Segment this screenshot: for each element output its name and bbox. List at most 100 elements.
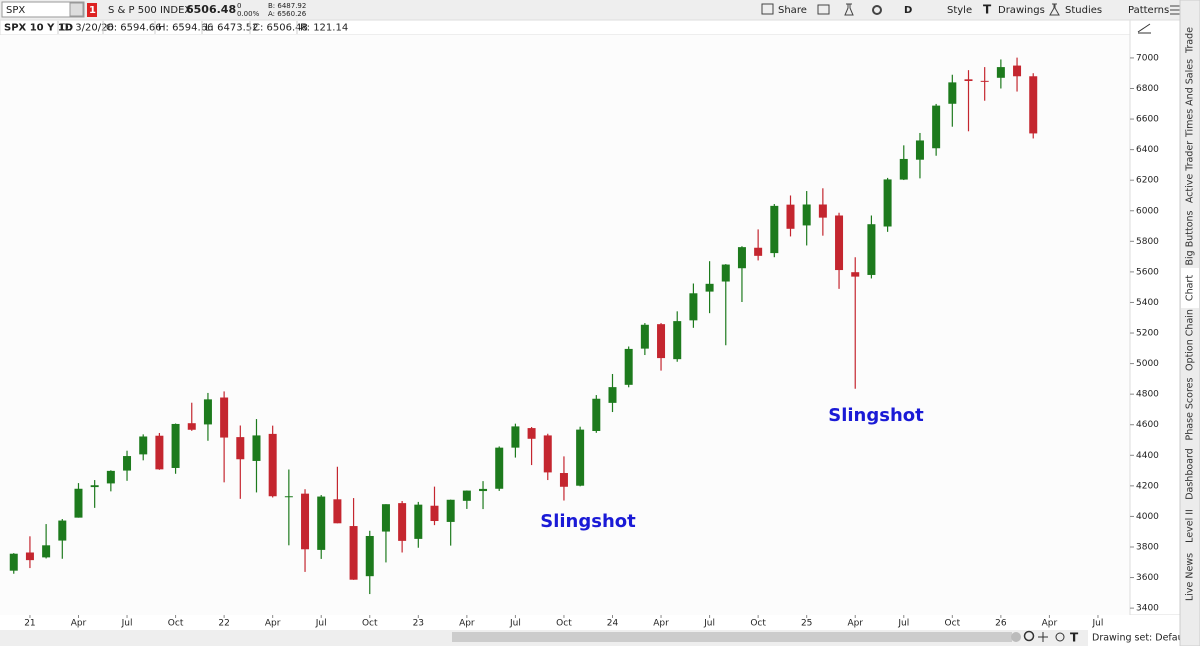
drawings-icon: T: [983, 3, 992, 17]
x-tick-label: Jul: [897, 619, 909, 629]
x-tick-label: Apr: [1042, 619, 1058, 629]
candle-body: [818, 204, 827, 218]
candle-body: [495, 447, 504, 489]
zoom-button[interactable]: [1023, 630, 1035, 642]
side-tabs: Trade Times And Sales Active Trader Big But…: [1181, 27, 1199, 601]
candle-body: [203, 399, 212, 425]
description: S & P 500 INDEX: [108, 5, 191, 16]
candle-body: [576, 429, 585, 486]
x-tick-label: Apr: [653, 619, 669, 629]
candle-body: [624, 348, 633, 385]
candle-body: [932, 105, 941, 149]
y-tick-label: 4400: [1136, 451, 1159, 461]
alert-badge[interactable]: [87, 3, 97, 17]
menu-button[interactable]: [1170, 5, 1180, 15]
side-tab[interactable]: Active Trader: [1185, 141, 1196, 203]
info-field: C: 6506.48: [253, 23, 308, 34]
y-tick-label: 3400: [1136, 604, 1159, 614]
style-button[interactable]: Style: [947, 5, 972, 16]
y-tick-label: 5400: [1136, 298, 1159, 308]
patterns-button[interactable]: Patterns: [1128, 5, 1169, 16]
x-tick-label: 21: [24, 619, 35, 629]
candle-body: [25, 552, 34, 561]
candle-body: [948, 82, 957, 104]
candle-body: [220, 397, 229, 438]
info-field: L: 6473.52: [205, 23, 258, 34]
candle-body: [333, 499, 342, 524]
candle-body: [867, 224, 876, 275]
symbol-input[interactable]: [1, 1, 85, 18]
candle-body: [284, 496, 293, 498]
y-tick-label: 5600: [1136, 267, 1159, 277]
candle-body: [689, 293, 698, 321]
candle-body: [527, 428, 536, 439]
icon: [1049, 3, 1060, 16]
period[interactable]: D: [904, 5, 912, 16]
drawing-tool[interactable]: T: [1070, 631, 1079, 645]
info-field: SPX 10 Y 1D: [4, 23, 73, 34]
change-pct: 0.00%: [237, 10, 260, 18]
pan-button[interactable]: [1038, 632, 1048, 642]
drawings-button[interactable]: Drawings: [998, 5, 1045, 16]
candle-body: [414, 504, 423, 539]
candle-body: [139, 436, 148, 455]
x-tick-label: Apr: [265, 619, 281, 629]
x-tick-label: 26: [995, 619, 1007, 629]
candle-body: [171, 423, 180, 468]
candle-body: [268, 433, 277, 497]
candle-body: [252, 435, 261, 461]
settings-button[interactable]: [872, 5, 882, 15]
candle-body: [754, 247, 763, 256]
reset-button[interactable]: [1011, 632, 1021, 642]
candle-body: [446, 499, 455, 522]
x-tick-label: Apr: [71, 619, 87, 629]
share-button[interactable]: Share: [761, 3, 807, 16]
candle-body: [479, 488, 488, 492]
y-tick-label: 5200: [1136, 329, 1159, 339]
side-tab[interactable]: Chart: [1185, 275, 1196, 301]
crosshair-button[interactable]: [1055, 632, 1065, 642]
x-tick-label: 22: [218, 619, 229, 629]
icon-button[interactable]: [844, 3, 854, 16]
studies-button[interactable]: Studies: [1065, 5, 1102, 16]
side-tab[interactable]: Big Buttons: [1185, 210, 1196, 265]
x-tick-label: Jul: [1092, 619, 1104, 629]
y-tick-label: 5800: [1136, 237, 1159, 247]
candle-body: [851, 272, 860, 277]
symbol-dropdown[interactable]: [69, 2, 84, 17]
x-tick-label: Apr: [459, 619, 475, 629]
side-tab[interactable]: Times And Sales: [1185, 59, 1196, 138]
time-axis: [0, 615, 1180, 630]
scrollbar-thumb[interactable]: [452, 632, 1012, 642]
icon: [761, 3, 774, 15]
candle-body: [592, 398, 601, 431]
y-tick-label: 7000: [1136, 53, 1159, 63]
drawing-set[interactable]: Drawing set: Default: [1092, 633, 1190, 644]
toolbar: [0, 0, 1200, 20]
symbol: SPX: [6, 5, 25, 16]
candle-body: [786, 204, 795, 229]
y-tick-label: 6200: [1136, 176, 1159, 186]
axis-icon[interactable]: [1137, 23, 1151, 34]
candle-body: [1013, 65, 1022, 77]
candle-body: [511, 426, 520, 448]
side-tab[interactable]: Phase Scores: [1185, 377, 1196, 440]
x-tick-label: Jul: [509, 619, 521, 629]
candle-body: [802, 204, 811, 226]
candle-body: [705, 283, 714, 292]
candle-body: [980, 80, 989, 82]
side-tab[interactable]: Level II: [1185, 509, 1196, 543]
side-tab[interactable]: Dashboard: [1185, 448, 1196, 500]
info-field: R: 121.14: [300, 23, 348, 34]
side-tab[interactable]: Trade: [1185, 27, 1196, 54]
icon-button[interactable]: [817, 4, 830, 15]
side-tab[interactable]: Live News: [1185, 553, 1196, 601]
candle-body: [365, 535, 374, 577]
annotation: Slingshot: [828, 405, 924, 426]
candle-body: [462, 490, 471, 501]
side-tab[interactable]: Option Chain: [1185, 309, 1196, 371]
last-price: 6506.48: [186, 3, 236, 16]
x-tick-label: Oct: [556, 619, 572, 629]
